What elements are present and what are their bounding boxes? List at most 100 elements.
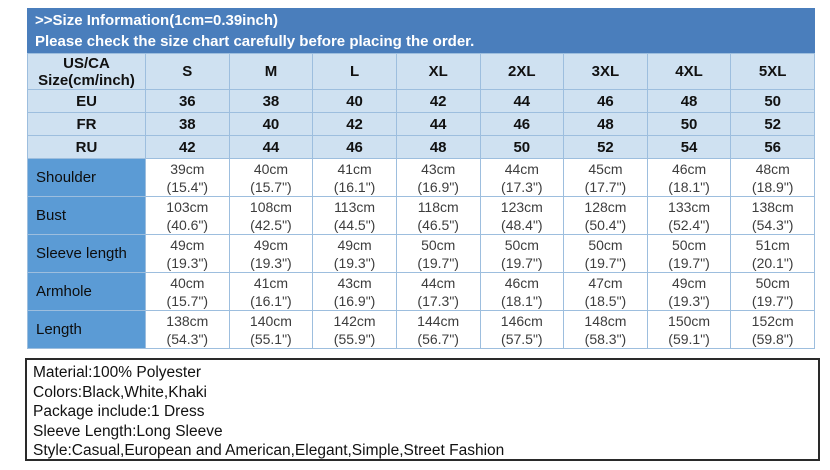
measurement-inch: (19.7") xyxy=(417,254,459,271)
measurement-cm: 46cm xyxy=(504,274,539,291)
detail-material: Material:100% Polyester xyxy=(33,364,201,381)
measurement-cm: 140cm xyxy=(249,312,292,329)
measurement-inch: (44.5") xyxy=(333,216,376,233)
region-size-row: EU 36 38 40 42 44 46 48 50 xyxy=(27,89,815,113)
measurement-inch: (18.9") xyxy=(751,178,794,195)
region-label: FR xyxy=(27,112,146,136)
measurement-value: 50cm (19.7") xyxy=(563,234,648,273)
corner-header: US/CA Size(cm/inch) xyxy=(27,53,146,90)
measurement-cm: 128cm xyxy=(584,198,627,215)
measurement-inch: (19.3") xyxy=(250,254,292,271)
measurement-cm: 41cm xyxy=(253,274,289,291)
measurement-label: Bust xyxy=(27,196,146,235)
measurement-row: Armhole 40cm (15.7") 41cm (16.1") 43cm (16.9")… xyxy=(27,272,815,311)
region-size-value: 46 xyxy=(312,135,397,159)
measurement-cm: 50cm xyxy=(504,236,539,253)
measurement-inch: (54.3") xyxy=(751,216,794,233)
measurement-cm: 46cm xyxy=(671,160,707,177)
region-size-value: 56 xyxy=(730,135,815,159)
measurement-value: 40cm (15.7") xyxy=(145,272,230,311)
measurement-value: 152cm (59.8") xyxy=(730,310,815,349)
measurement-cm: 49cm xyxy=(337,236,372,253)
region-size-value: 48 xyxy=(395,135,481,159)
measurement-value: 144cm (56.7") xyxy=(395,310,481,349)
measurement-inch: (55.1") xyxy=(250,330,292,347)
banner-title: >>Size Information(1cm=0.39inch) xyxy=(35,12,278,29)
measurement-inch: (48.4") xyxy=(501,216,543,233)
measurement-inch: (40.6") xyxy=(166,216,209,233)
measurement-inch: (18.1") xyxy=(668,178,710,195)
measurement-inch: (19.3") xyxy=(668,292,710,309)
measurement-cm: 39cm xyxy=(170,160,205,177)
product-details-box: Material:100% Polyester Colors:Black,Whi… xyxy=(25,358,820,461)
measurement-cm: 49cm xyxy=(170,236,205,253)
measurement-value: 118cm (46.5") xyxy=(395,196,481,235)
measurement-value: 49cm (19.3") xyxy=(228,234,314,273)
measurement-cm: 41cm xyxy=(337,160,372,177)
size-table-head: US/CA Size(cm/inch) S M L XL 2XL 3XL 4XL 5XL xyxy=(27,53,815,90)
measurement-cm: 103cm xyxy=(166,198,209,215)
measurement-value: 128cm (50.4") xyxy=(563,196,648,235)
measurement-cm: 148cm xyxy=(584,312,627,329)
region-size-value: 46 xyxy=(479,112,565,136)
measurement-inch: (16.9") xyxy=(333,292,376,309)
measurement-value: 46cm (18.1") xyxy=(479,272,565,311)
measurement-cm: 44cm xyxy=(421,274,456,291)
measurement-value: 39cm (15.4") xyxy=(145,158,230,197)
measurement-value: 138cm (54.3") xyxy=(730,196,815,235)
region-size-value: 38 xyxy=(145,112,230,136)
region-size-value: 42 xyxy=(145,135,230,159)
detail-sleeve-length: Sleeve Length:Long Sleeve xyxy=(33,422,223,440)
measurement-value: 41cm (16.1") xyxy=(312,158,397,197)
measurement-cm: 144cm xyxy=(417,312,460,329)
region-size-value: 50 xyxy=(730,89,815,113)
measurement-value: 50cm (19.7") xyxy=(646,234,732,273)
measurement-cm: 51cm xyxy=(755,236,790,253)
measurement-value: 148cm (58.3") xyxy=(563,310,648,349)
region-size-value: 40 xyxy=(228,112,314,136)
measurement-cm: 44cm xyxy=(504,160,539,177)
measurement-inch: (17.3") xyxy=(501,178,543,195)
region-size-value: 48 xyxy=(646,89,732,113)
measurement-value: 142cm (55.9") xyxy=(312,310,397,349)
measurement-inch: (58.3") xyxy=(584,330,627,347)
measurement-inch: (19.3") xyxy=(333,254,376,271)
measurement-inch: (16.9") xyxy=(417,178,459,195)
measurement-value: 43cm (16.9") xyxy=(312,272,397,311)
measurement-value: 41cm (16.1") xyxy=(228,272,314,311)
size-column-header: 2XL xyxy=(479,53,565,90)
region-size-value: 44 xyxy=(228,135,314,159)
measurement-cm: 118cm xyxy=(417,198,459,215)
region-size-row: RU 42 44 46 48 50 52 54 56 xyxy=(27,135,815,159)
region-size-value: 50 xyxy=(646,112,732,136)
region-size-value: 40 xyxy=(312,89,397,113)
measurement-value: 50cm (19.7") xyxy=(479,234,565,273)
size-column-header: L xyxy=(312,53,397,90)
measurement-cm: 113cm xyxy=(334,198,376,215)
measurement-inch: (19.7") xyxy=(501,254,543,271)
measurement-cm: 49cm xyxy=(671,274,707,291)
measurement-inch: (46.5") xyxy=(417,216,459,233)
measurement-cm: 108cm xyxy=(249,198,292,215)
measurement-cm: 133cm xyxy=(668,198,711,215)
region-size-row: FR 38 40 42 44 46 48 50 52 xyxy=(27,112,815,136)
measurement-inch: (59.8") xyxy=(751,330,794,347)
measurement-cm: 146cm xyxy=(500,312,543,329)
region-size-value: 38 xyxy=(228,89,314,113)
measurement-cm: 142cm xyxy=(333,312,376,329)
measurement-inch: (16.1") xyxy=(250,292,292,309)
region-size-value: 50 xyxy=(479,135,565,159)
measurement-value: 140cm (55.1") xyxy=(228,310,314,349)
measurement-inch: (19.3") xyxy=(166,254,209,271)
measurement-inch: (16.1") xyxy=(333,178,376,195)
region-size-value: 44 xyxy=(479,89,565,113)
measurement-inch: (50.4") xyxy=(584,216,627,233)
measurement-label: Shoulder xyxy=(27,158,146,197)
size-column-header: S xyxy=(145,53,230,90)
corner-header-line1: US/CA xyxy=(63,54,110,72)
measurement-cm: 47cm xyxy=(588,274,623,291)
banner-subtitle: Please check the size chart carefully be… xyxy=(35,33,475,50)
region-size-value: 46 xyxy=(563,89,648,113)
measurement-cm: 48cm xyxy=(755,160,790,177)
